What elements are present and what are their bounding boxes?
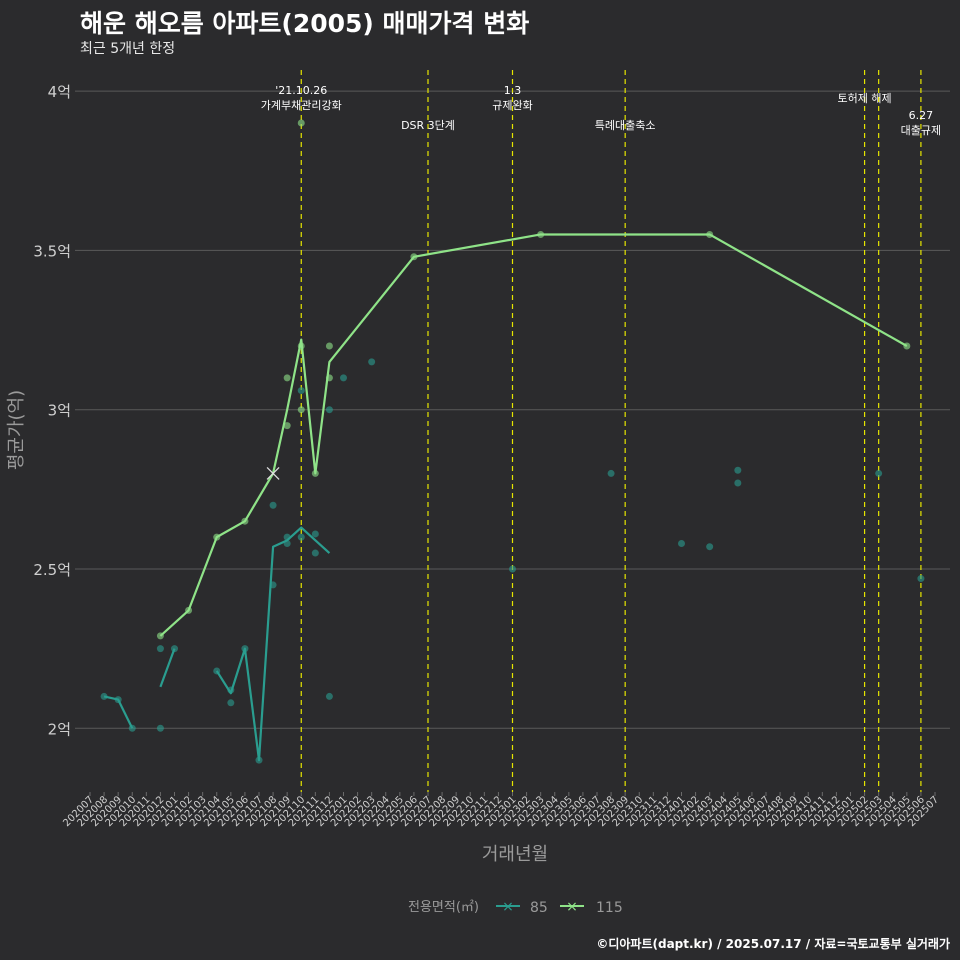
x-marker-stroke — [266, 466, 280, 480]
series-85-point — [607, 469, 615, 477]
series-85-point — [171, 645, 178, 653]
series-115-point — [311, 469, 319, 477]
y-tick-label: 2.5억 — [33, 561, 71, 579]
series-115-point — [283, 374, 291, 382]
event-annotation: 대출규제 — [901, 124, 941, 137]
event-annotation: 규제완화 — [492, 99, 532, 112]
series-85-point — [283, 533, 291, 541]
event-annotation: 토허제 해제 — [838, 91, 892, 105]
legend-115-x-mark: × — [566, 899, 578, 915]
series-85-point — [241, 645, 249, 653]
series-85-point — [128, 724, 136, 732]
series-85-point — [269, 581, 277, 589]
y-tick-label: 4억 — [48, 83, 71, 101]
series-85-point — [255, 756, 263, 764]
legend-85-label: 85 — [530, 900, 548, 916]
series-85-point — [114, 696, 122, 704]
series-85-point — [283, 540, 291, 548]
series-85-point — [311, 549, 319, 557]
event-annotation: 6.27 — [909, 109, 934, 122]
series-85-point — [734, 479, 742, 487]
chart-subtitle: 최근 5개년 한정 — [80, 41, 176, 57]
legend: 전용면적(㎡) × 85 × 115 — [408, 899, 623, 916]
series-85-line — [215, 526, 331, 762]
legend-title: 전용면적(㎡) — [408, 900, 479, 915]
series-85-point — [875, 469, 883, 477]
series-85-point — [509, 565, 516, 573]
x-axis-label: 거래년월 — [482, 844, 548, 865]
series-85-point — [227, 699, 235, 707]
series-85-point — [678, 540, 685, 548]
chart-title: 해운 해오름 아파트(2005) 매매가격 변화 — [80, 9, 530, 38]
series-85-line — [159, 648, 176, 688]
y-tick-label: 3억 — [48, 402, 71, 420]
series-115-point — [213, 533, 221, 541]
series-85-point — [100, 692, 108, 700]
series-85-point — [297, 387, 305, 395]
series-115-point — [283, 422, 291, 430]
series-115-point — [297, 406, 305, 414]
series-115-point — [185, 606, 193, 614]
series-115-point — [537, 230, 545, 238]
series-115-line — [159, 233, 908, 637]
series-85-point — [297, 533, 305, 541]
series-85-point — [227, 686, 235, 694]
footer-credit: ©디아파트(dapt.kr) / 2025.07.17 / 자료=국토교통부 실… — [596, 937, 950, 951]
series-85-point — [917, 575, 925, 583]
series-115-point — [903, 342, 911, 350]
legend-115-label: 115 — [596, 900, 623, 916]
series-85-point — [734, 466, 742, 474]
series-115-point — [156, 632, 164, 640]
legend-85-x-mark: × — [502, 899, 514, 915]
event-annotation: 가계부채관리강화 — [261, 99, 342, 112]
series-85-point — [156, 724, 164, 732]
series-115-point — [297, 342, 305, 350]
series-115-point — [325, 374, 333, 382]
event-annotation: DSR 3단계 — [401, 119, 455, 132]
event-annotation: 특례대출축소 — [595, 119, 656, 132]
y-tick-label: 3.5억 — [33, 242, 71, 260]
series-85-point — [213, 667, 221, 675]
event-annotation: 1.3 — [504, 84, 522, 97]
series-85-point — [706, 543, 714, 551]
y-tick-label: 2억 — [48, 720, 71, 738]
series-115-point — [241, 517, 249, 525]
series-85-point — [325, 406, 333, 414]
series-115-point — [297, 119, 305, 127]
series-85-point — [269, 501, 277, 509]
series-85-point — [311, 530, 319, 538]
series-115-point — [325, 342, 333, 350]
event-annotation: '21.10.26 — [275, 84, 327, 97]
series-115-x-marker — [266, 466, 280, 480]
series-85-point — [368, 358, 376, 366]
series-85-point — [325, 692, 333, 700]
series-85-point — [340, 374, 347, 382]
series-115-point — [706, 230, 714, 238]
series-85-point — [156, 645, 164, 653]
y-axis-label: 평균가(억) — [6, 390, 27, 470]
series-115-point — [410, 253, 418, 261]
